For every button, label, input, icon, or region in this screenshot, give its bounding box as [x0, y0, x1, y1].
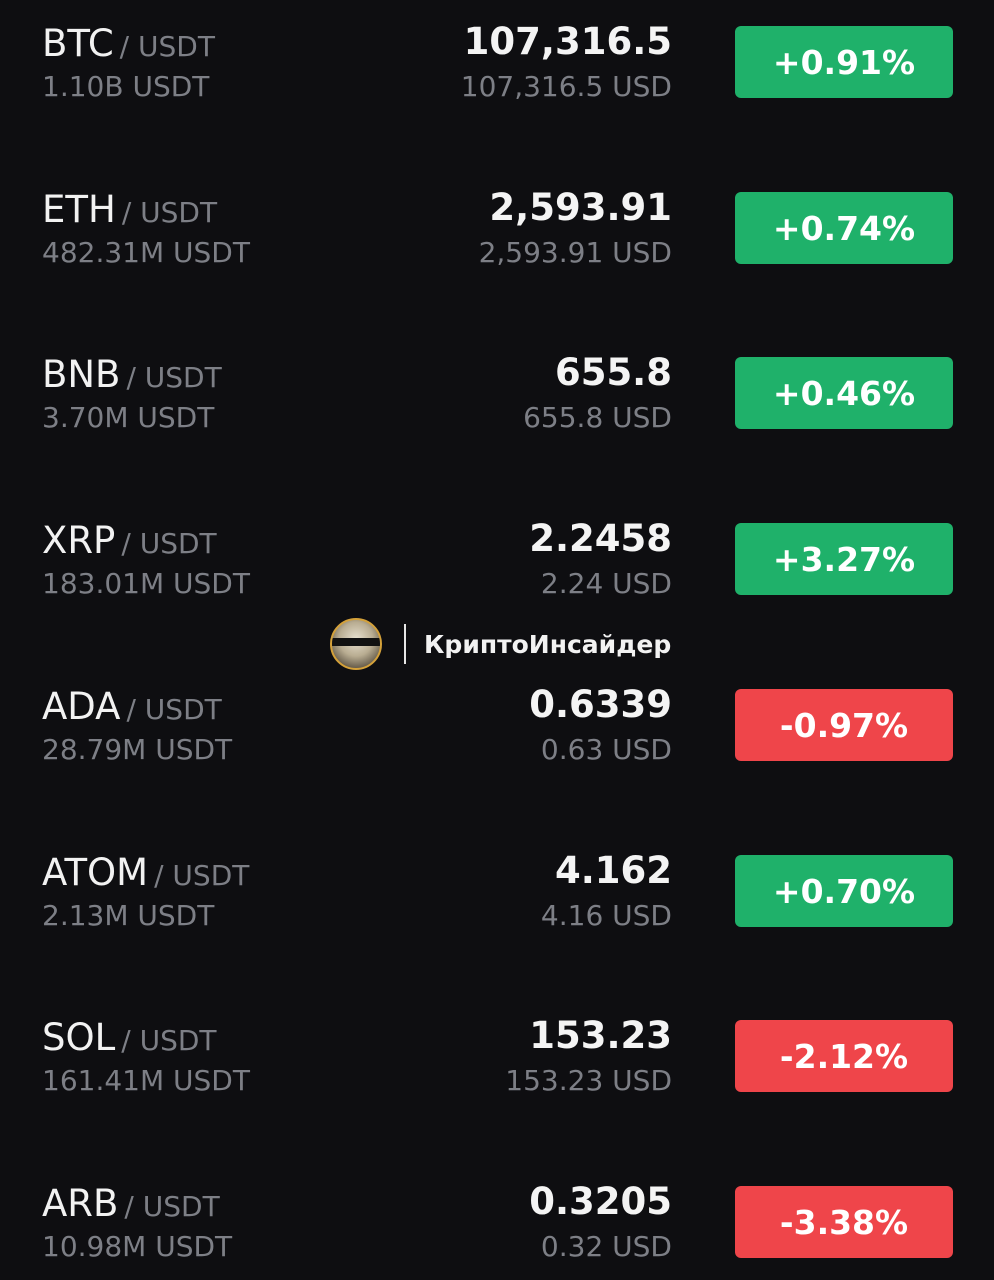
pair-symbol: BNB / USDT	[42, 353, 222, 396]
volume: 10.98M USDT	[42, 1230, 233, 1263]
change-badge[interactable]: -3.38%	[735, 1186, 953, 1258]
quote-asset: / USDT	[119, 30, 215, 63]
pair-symbol: SOL / USDT	[42, 1016, 217, 1059]
pair-symbol: ADA / USDT	[42, 685, 222, 728]
quote-asset: / USDT	[126, 693, 222, 726]
usd-price: 0.32 USD	[540, 1230, 672, 1263]
volume: 482.31M USDT	[42, 236, 250, 269]
quote-asset: / USDT	[154, 859, 250, 892]
base-asset: SOL	[42, 1016, 116, 1059]
channel-watermark: КриптоИнсайдер	[330, 618, 671, 670]
usd-price: 655.8 USD	[523, 401, 672, 434]
market-row[interactable]: BTC / USDT 1.10B USDT 107,316.5 107,316.5…	[0, 0, 994, 120]
last-price: 107,316.5	[463, 20, 672, 63]
base-asset: ADA	[42, 685, 121, 728]
volume: 183.01M USDT	[42, 567, 250, 600]
base-asset: BNB	[42, 353, 121, 396]
volume: 28.79M USDT	[42, 733, 233, 766]
pair-symbol: ETH / USDT	[42, 188, 217, 231]
volume: 161.41M USDT	[42, 1064, 250, 1097]
pair-symbol: ATOM / USDT	[42, 851, 249, 894]
market-row[interactable]: BNB / USDT 3.70M USDT 655.8 655.8 USD +0.…	[0, 331, 994, 451]
market-row[interactable]: ARB / USDT 10.98M USDT 0.3205 0.32 USD -3…	[0, 1160, 994, 1280]
last-price: 0.3205	[529, 1180, 672, 1223]
base-asset: ARB	[42, 1182, 119, 1225]
change-badge[interactable]: +0.91%	[735, 26, 953, 98]
base-asset: ATOM	[42, 851, 149, 894]
last-price: 2.2458	[529, 517, 672, 560]
base-asset: ETH	[42, 188, 116, 231]
usd-price: 2,593.91 USD	[478, 236, 672, 269]
change-badge[interactable]: -2.12%	[735, 1020, 953, 1092]
market-row[interactable]: ETH / USDT 482.31M USDT 2,593.91 2,593.91…	[0, 166, 994, 286]
base-asset: XRP	[42, 519, 116, 562]
quote-asset: / USDT	[121, 1024, 217, 1057]
pair-symbol: BTC / USDT	[42, 22, 215, 65]
quote-asset: / USDT	[121, 196, 218, 229]
channel-logo-icon	[330, 618, 382, 670]
market-row[interactable]: XRP / USDT 183.01M USDT 2.2458 2.24 USD +…	[0, 497, 994, 617]
market-row[interactable]: SOL / USDT 161.41M USDT 153.23 153.23 USD…	[0, 994, 994, 1114]
market-row[interactable]: ADA / USDT 28.79M USDT 0.6339 0.63 USD -0…	[0, 663, 994, 783]
last-price: 655.8	[554, 351, 672, 394]
change-badge[interactable]: +0.46%	[735, 357, 953, 429]
quote-asset: / USDT	[124, 1190, 220, 1223]
usd-price: 107,316.5 USD	[460, 70, 672, 103]
last-price: 2,593.91	[489, 186, 672, 229]
pair-symbol: ARB / USDT	[42, 1182, 220, 1225]
change-badge[interactable]: +3.27%	[735, 523, 953, 595]
usd-price: 2.24 USD	[540, 567, 672, 600]
last-price: 153.23	[529, 1014, 672, 1057]
pair-symbol: XRP / USDT	[42, 519, 217, 562]
quote-asset: / USDT	[121, 527, 217, 560]
usd-price: 4.16 USD	[540, 899, 672, 932]
change-badge[interactable]: +0.70%	[735, 855, 953, 927]
volume: 1.10B USDT	[42, 70, 210, 103]
market-row[interactable]: ATOM / USDT 2.13M USDT 4.162 4.16 USD +0.…	[0, 829, 994, 949]
usd-price: 0.63 USD	[540, 733, 672, 766]
change-badge[interactable]: -0.97%	[735, 689, 953, 761]
volume: 2.13M USDT	[42, 899, 215, 932]
usd-price: 153.23 USD	[505, 1064, 672, 1097]
volume: 3.70M USDT	[42, 401, 215, 434]
last-price: 4.162	[554, 849, 672, 892]
watermark-text: КриптоИнсайдер	[424, 629, 672, 659]
watermark-divider	[404, 624, 406, 664]
quote-asset: / USDT	[126, 361, 222, 394]
base-asset: BTC	[42, 22, 114, 65]
change-badge[interactable]: +0.74%	[735, 192, 953, 264]
last-price: 0.6339	[529, 683, 672, 726]
